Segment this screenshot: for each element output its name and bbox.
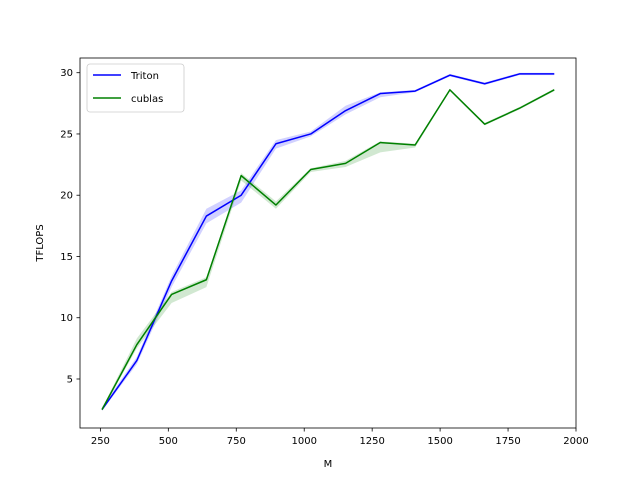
legend: Triton cublas (86, 63, 185, 113)
x-axis-label: M (324, 459, 333, 470)
x-tick-label: 1750 (495, 436, 520, 447)
y-axis-label: TFLOPS (35, 224, 46, 262)
y-tick-label: 25 (60, 129, 73, 140)
y-tick-label: 30 (60, 68, 73, 79)
x-tick-label: 250 (91, 436, 110, 447)
x-tick-label: 1500 (427, 436, 452, 447)
legend-box (86, 63, 185, 113)
y-tick-label: 10 (60, 313, 73, 324)
y-axis: 5 10 15 20 25 30 (60, 68, 80, 385)
y-tick-label: 15 (60, 252, 73, 263)
x-tick-label: 1000 (291, 436, 316, 447)
x-tick-label: 1250 (359, 436, 384, 447)
legend-label-cublas: cublas (131, 94, 163, 105)
x-axis: 250 500 750 1000 1250 1500 1750 2000 (91, 428, 589, 447)
legend-label-triton: Triton (130, 71, 159, 82)
series-line-cublas (101, 89, 555, 410)
y-tick-label: 20 (60, 191, 73, 202)
axes-frame (79, 57, 577, 429)
x-tick-label: 750 (227, 436, 246, 447)
plot-area (101, 72, 555, 411)
y-tick-label: 5 (67, 374, 73, 385)
series-line-triton (101, 73, 555, 411)
x-tick-label: 2000 (563, 436, 588, 447)
x-tick-label: 500 (159, 436, 178, 447)
